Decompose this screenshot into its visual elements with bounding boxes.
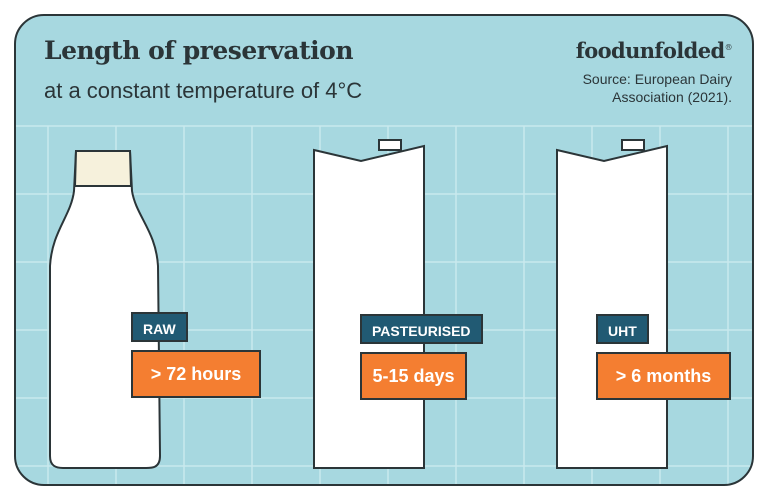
label-uht: UHT — [596, 314, 649, 344]
source-note: Source: European Dairy Association (2021… — [532, 70, 732, 106]
carton-icon-pasteurised — [313, 139, 425, 469]
infographic-card: Length of preservation at a constant tem… — [14, 14, 754, 486]
label-pasteurised: PASTEURISED — [360, 314, 483, 344]
page-title: Length of preservation — [44, 36, 354, 65]
source-line-1: Source: European Dairy — [582, 71, 732, 87]
value-uht: > 6 months — [596, 352, 731, 400]
bottle-cap — [73, 150, 133, 187]
source-line-2: Association (2021). — [612, 89, 732, 105]
logo-text: foodunfolded — [575, 38, 725, 63]
page-subtitle: at a constant temperature of 4°C — [44, 78, 363, 103]
value-raw: > 72 hours — [131, 350, 261, 398]
containers-illustration — [49, 139, 668, 469]
label-raw: RAW — [131, 312, 188, 342]
carton-icon-uht — [556, 139, 668, 469]
foodunfolded-logo: foodunfolded® — [575, 38, 733, 63]
value-pasteurised: 5-15 days — [360, 352, 467, 400]
bottle-icon — [49, 150, 162, 469]
registered-mark: ® — [724, 43, 733, 52]
